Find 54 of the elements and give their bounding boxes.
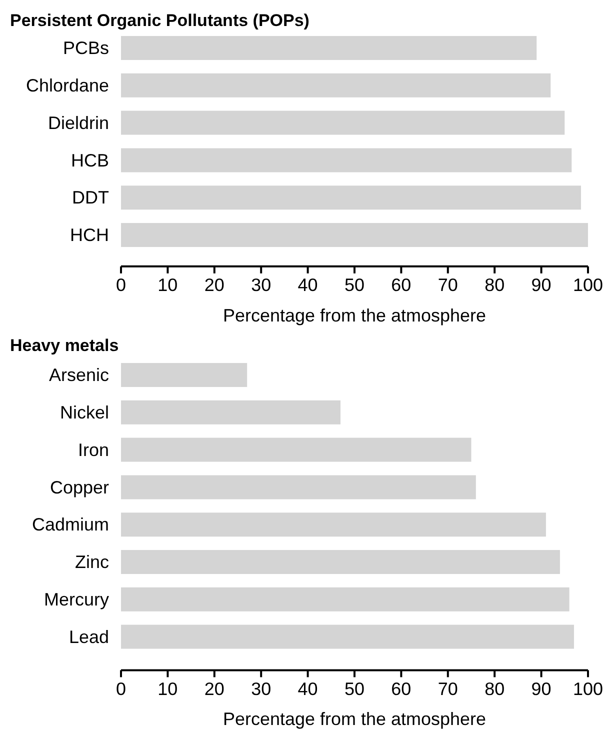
bar	[121, 363, 248, 387]
chart-title: Persistent Organic Pollutants (POPs)	[10, 11, 310, 31]
x-tick-label: 0	[116, 275, 126, 296]
bar	[121, 587, 570, 612]
bar	[121, 73, 551, 98]
y-tick-label: Nickel	[60, 402, 110, 422]
bar	[121, 550, 560, 574]
y-tick-label: Dieldrin	[48, 112, 110, 133]
x-tick-label: 80	[484, 275, 505, 296]
y-tick-label: Cadmium	[32, 514, 110, 535]
bar	[121, 186, 581, 210]
y-tick-label: Lead	[68, 626, 110, 647]
x-tick-label: 50	[344, 275, 365, 296]
chart-title: Heavy metals	[10, 336, 119, 356]
x-axis-title: Percentage from the atmosphere	[223, 709, 486, 730]
x-tick-label: 30	[251, 275, 272, 296]
x-tick-label: 70	[438, 275, 458, 296]
x-axis-title: Percentage from the atmosphere	[223, 305, 486, 326]
bar	[121, 624, 574, 649]
x-tick-label: 30	[251, 678, 272, 699]
y-tick-label: Chlordane	[26, 75, 110, 96]
bar	[121, 110, 565, 135]
x-tick-label: 60	[391, 275, 412, 296]
bar	[121, 400, 340, 424]
x-tick-label: 50	[344, 678, 365, 699]
bar	[121, 438, 472, 462]
x-tick-label: 80	[484, 678, 505, 699]
bar	[121, 222, 588, 247]
x-tick-label: 0	[116, 678, 126, 699]
bar	[121, 475, 476, 500]
x-tick-label: 90	[531, 678, 552, 699]
bar	[121, 36, 537, 60]
x-tick-label: 20	[204, 678, 224, 699]
x-tick-label: 100	[572, 678, 603, 699]
x-tick-label: 10	[158, 275, 178, 296]
y-tick-label: HCH	[70, 225, 110, 246]
y-tick-label: Iron	[78, 440, 110, 460]
x-tick-label: 40	[298, 678, 318, 699]
y-tick-label: Zinc	[75, 552, 110, 572]
y-tick-label: HCB	[71, 150, 110, 170]
y-tick-label: PCBs	[63, 38, 110, 58]
bar	[121, 148, 572, 172]
y-tick-label: DDT	[72, 188, 110, 208]
y-tick-label: Copper	[50, 477, 110, 498]
bar	[121, 512, 546, 537]
x-tick-label: 70	[438, 678, 458, 699]
x-tick-label: 10	[158, 678, 178, 699]
y-tick-label: Mercury	[44, 589, 110, 610]
y-tick-label: Arsenic	[49, 365, 110, 386]
x-tick-label: 20	[204, 275, 224, 296]
x-tick-label: 100	[572, 275, 603, 296]
x-tick-label: 40	[298, 275, 318, 296]
x-tick-label: 60	[391, 678, 412, 699]
x-tick-label: 90	[531, 275, 552, 296]
